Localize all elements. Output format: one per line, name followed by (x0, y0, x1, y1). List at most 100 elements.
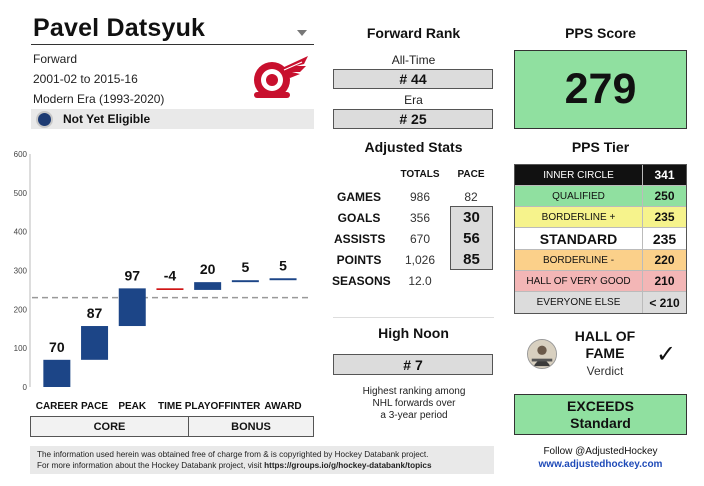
alltime-rank-value: # 44 (333, 69, 493, 89)
eligibility-banner (31, 109, 314, 129)
category-label: PACE (81, 401, 108, 412)
category-label: PEAK (118, 401, 147, 412)
bar-value-label: 70 (49, 339, 65, 355)
hof-title: HALL OF FAME (572, 328, 638, 362)
waterfall-bar (118, 288, 146, 327)
hof-verdict-label: Verdict (586, 364, 624, 378)
section-divider (333, 317, 494, 318)
y-tick-label: 300 (14, 267, 28, 276)
tier-threshold: 341 (643, 165, 686, 185)
forward-rank-title: Forward Rank (366, 25, 461, 41)
tier-row: QUALIFIED 250 (515, 186, 686, 207)
footer-line2-text: For more information about the Hockey Da… (37, 461, 265, 470)
stat-label-assists: ASSISTS (334, 232, 386, 246)
high-noon-value: # 7 (333, 354, 493, 375)
tier-name: INNER CIRCLE (515, 165, 643, 185)
footer-link[interactable]: https://groups.io/g/hockey-databank/topi… (264, 461, 432, 470)
player-portrait-icon (527, 339, 557, 369)
pps-tier-table: INNER CIRCLE 341 QUALIFIED 250 BORDERLINE +2… (514, 164, 687, 314)
pps-score-title: PPS Score (565, 25, 636, 41)
pps-tier-title: PPS Tier (571, 139, 630, 155)
tier-threshold: 220 (643, 250, 686, 270)
tier-name: EVERYONE ELSE (515, 292, 643, 313)
bar-value-label: 5 (241, 259, 249, 275)
bar-value-label: -4 (164, 267, 177, 283)
hof-result-line2: Standard (570, 414, 631, 431)
adjusted-stats-title: Adjusted Stats (364, 139, 463, 155)
website-link[interactable]: www.adjustedhockey.com (538, 459, 663, 470)
hof-title-line2: FAME (585, 345, 625, 361)
bar-value-label: 20 (200, 261, 216, 277)
waterfall-bar (231, 280, 259, 283)
high-noon-title: High Noon (378, 325, 449, 341)
tier-threshold: 235 (643, 228, 686, 249)
follow-text: Follow @AdjustedHockey (543, 446, 658, 457)
stat-label-games: GAMES (336, 190, 381, 204)
tier-name: STANDARD (515, 228, 643, 249)
waterfall-bar (81, 326, 109, 360)
waterfall-bar (156, 288, 184, 290)
tier-name: HALL OF VERY GOOD (515, 271, 643, 291)
hof-result-line1: EXCEEDS (567, 397, 634, 414)
tier-row: EVERYONE ELSE < 210 (515, 292, 686, 313)
col-pace-header: PACE (457, 169, 485, 180)
hall-of-fame-logo-icon (36, 111, 53, 128)
category-label: TIME (158, 401, 182, 412)
stat-pace-assists: 56 (463, 230, 480, 247)
y-tick-label: 100 (14, 344, 28, 353)
tier-name: BORDERLINE + (515, 207, 643, 227)
pace-highlight-box (450, 206, 493, 270)
footer-line2: For more information about the Hockey Da… (37, 460, 494, 471)
high-noon-desc-line1: Highest ranking among (362, 386, 466, 397)
bar-value-label: 87 (87, 305, 103, 321)
tier-row: BORDERLINE +235 (515, 207, 686, 228)
stat-pace-games: 82 (464, 190, 478, 204)
waterfall-bar (269, 278, 297, 281)
hof-title-line1: HALL OF (574, 328, 636, 344)
y-tick-label: 0 (23, 383, 28, 392)
player-position: Forward (33, 52, 78, 66)
group-bonus-label: BONUS (189, 417, 313, 436)
high-noon-description: Highest ranking among NHL forwards over … (340, 386, 488, 422)
tier-row: INNER CIRCLE 341 (515, 165, 686, 186)
category-labels: CAREER PACE PEAK TIME PLAYOFF INTER AWARD (36, 401, 302, 412)
tier-row: STANDARD 235 (515, 228, 686, 250)
stat-pace-goals: 30 (463, 209, 480, 226)
y-tick-label: 400 (14, 228, 28, 237)
bar-value-label: 97 (124, 267, 140, 283)
high-noon-desc-line3: a 3-year period (380, 410, 448, 421)
red-wings-logo-icon (254, 56, 308, 98)
tier-threshold: 235 (643, 207, 686, 227)
y-tick-label: 600 (14, 150, 28, 159)
chart-group-bar: CORE BONUS (30, 416, 314, 437)
y-tick-label: 200 (14, 305, 28, 314)
pps-score-value: 279 (514, 50, 687, 129)
stat-label-seasons: SEASONS (332, 274, 391, 288)
waterfall-bar (43, 359, 71, 387)
stat-pace-points: 85 (463, 251, 480, 268)
group-core-label: CORE (31, 417, 189, 436)
stat-label-points: POINTS (336, 253, 382, 267)
eligibility-status: Not Yet Eligible (63, 112, 151, 126)
era-rank-value: # 25 (333, 109, 493, 129)
tier-name: BORDERLINE - (515, 250, 643, 270)
player-name: Pavel Datsyuk (33, 14, 206, 42)
hof-result-box: EXCEEDS Standard (514, 394, 687, 435)
tier-row: BORDERLINE -220 (515, 250, 686, 271)
waterfall-bar (194, 282, 222, 290)
player-select-dropdown-icon[interactable] (297, 30, 307, 36)
stat-label-goals: GOALS (337, 211, 381, 225)
bar-series (43, 278, 297, 387)
stat-total-seasons: 12.0 (408, 274, 432, 288)
category-label: AWARD (264, 401, 301, 412)
tier-threshold: 210 (643, 271, 686, 291)
high-noon-desc-line2: NHL forwards over (372, 398, 456, 409)
col-totals-header: TOTALS (400, 169, 440, 180)
era-label: Era (404, 93, 423, 107)
category-label: INTER (230, 401, 261, 412)
name-divider (31, 44, 314, 45)
bar-value-label: 5 (279, 257, 287, 273)
tier-row: HALL OF VERY GOOD 210 (515, 271, 686, 292)
bar-value-labels: 70 87 97 -4 20 5 5 (49, 257, 287, 355)
